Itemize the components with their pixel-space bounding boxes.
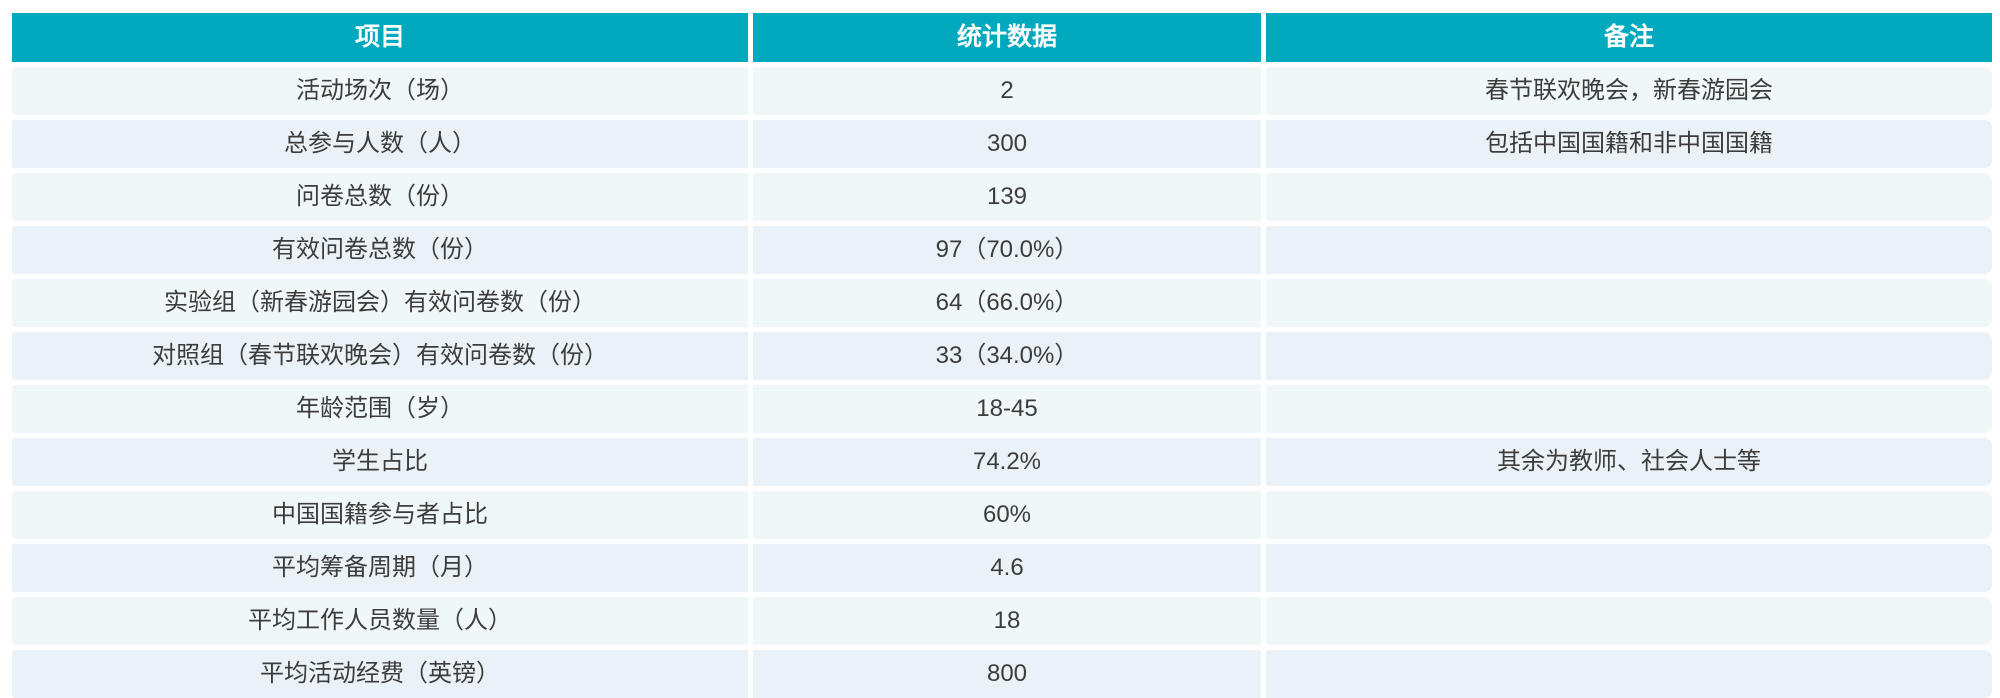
note-cell bbox=[1266, 597, 1992, 645]
note-cell bbox=[1266, 226, 1992, 274]
column-header-note: 备注 bbox=[1266, 13, 1992, 62]
item-cell: 平均活动经费（英镑） bbox=[12, 650, 748, 698]
value-cell: 33（34.0%） bbox=[753, 332, 1261, 380]
item-cell: 对照组（春节联欢晚会）有效问卷数（份） bbox=[12, 332, 748, 380]
column-header-item: 项目 bbox=[12, 13, 748, 62]
table-row: 中国国籍参与者占比 60% bbox=[12, 491, 1992, 539]
item-cell: 中国国籍参与者占比 bbox=[12, 491, 748, 539]
value-cell: 74.2% bbox=[753, 438, 1261, 486]
item-cell: 年龄范围（岁） bbox=[12, 385, 748, 433]
value-cell: 60% bbox=[753, 491, 1261, 539]
table-row: 平均筹备周期（月） 4.6 bbox=[12, 544, 1992, 592]
table-row: 对照组（春节联欢晚会）有效问卷数（份） 33（34.0%） bbox=[12, 332, 1992, 380]
item-cell: 学生占比 bbox=[12, 438, 748, 486]
table-row: 平均活动经费（英镑） 800 bbox=[12, 650, 1992, 698]
table-row: 总参与人数（人） 300 包括中国国籍和非中国国籍 bbox=[12, 120, 1992, 168]
table-row: 实验组（新春游园会）有效问卷数（份） 64（66.0%） bbox=[12, 279, 1992, 327]
item-cell: 平均筹备周期（月） bbox=[12, 544, 748, 592]
note-cell bbox=[1266, 650, 1992, 698]
table-row: 活动场次（场） 2 春节联欢晚会，新春游园会 bbox=[12, 67, 1992, 115]
table-row: 年龄范围（岁） 18-45 bbox=[12, 385, 1992, 433]
value-cell: 139 bbox=[753, 173, 1261, 221]
table-row: 平均工作人员数量（人） 18 bbox=[12, 597, 1992, 645]
table-row: 问卷总数（份） 139 bbox=[12, 173, 1992, 221]
item-cell: 问卷总数（份） bbox=[12, 173, 748, 221]
note-cell bbox=[1266, 279, 1992, 327]
item-cell: 平均工作人员数量（人） bbox=[12, 597, 748, 645]
value-cell: 97（70.0%） bbox=[753, 226, 1261, 274]
note-cell: 春节联欢晚会，新春游园会 bbox=[1266, 67, 1992, 115]
item-cell: 活动场次（场） bbox=[12, 67, 748, 115]
note-cell bbox=[1266, 385, 1992, 433]
note-cell bbox=[1266, 332, 1992, 380]
column-header-value: 统计数据 bbox=[753, 13, 1261, 62]
table-header-row: 项目 统计数据 备注 bbox=[12, 13, 1992, 62]
table-row: 有效问卷总数（份） 97（70.0%） bbox=[12, 226, 1992, 274]
value-cell: 300 bbox=[753, 120, 1261, 168]
table-row: 学生占比 74.2% 其余为教师、社会人士等 bbox=[12, 438, 1992, 486]
value-cell: 18-45 bbox=[753, 385, 1261, 433]
value-cell: 64（66.0%） bbox=[753, 279, 1261, 327]
note-cell: 其余为教师、社会人士等 bbox=[1266, 438, 1992, 486]
note-cell: 包括中国国籍和非中国国籍 bbox=[1266, 120, 1992, 168]
value-cell: 2 bbox=[753, 67, 1261, 115]
item-cell: 实验组（新春游园会）有效问卷数（份） bbox=[12, 279, 748, 327]
value-cell: 18 bbox=[753, 597, 1261, 645]
note-cell bbox=[1266, 544, 1992, 592]
item-cell: 总参与人数（人） bbox=[12, 120, 748, 168]
item-cell: 有效问卷总数（份） bbox=[12, 226, 748, 274]
note-cell bbox=[1266, 491, 1992, 539]
value-cell: 800 bbox=[753, 650, 1261, 698]
note-cell bbox=[1266, 173, 1992, 221]
value-cell: 4.6 bbox=[753, 544, 1261, 592]
